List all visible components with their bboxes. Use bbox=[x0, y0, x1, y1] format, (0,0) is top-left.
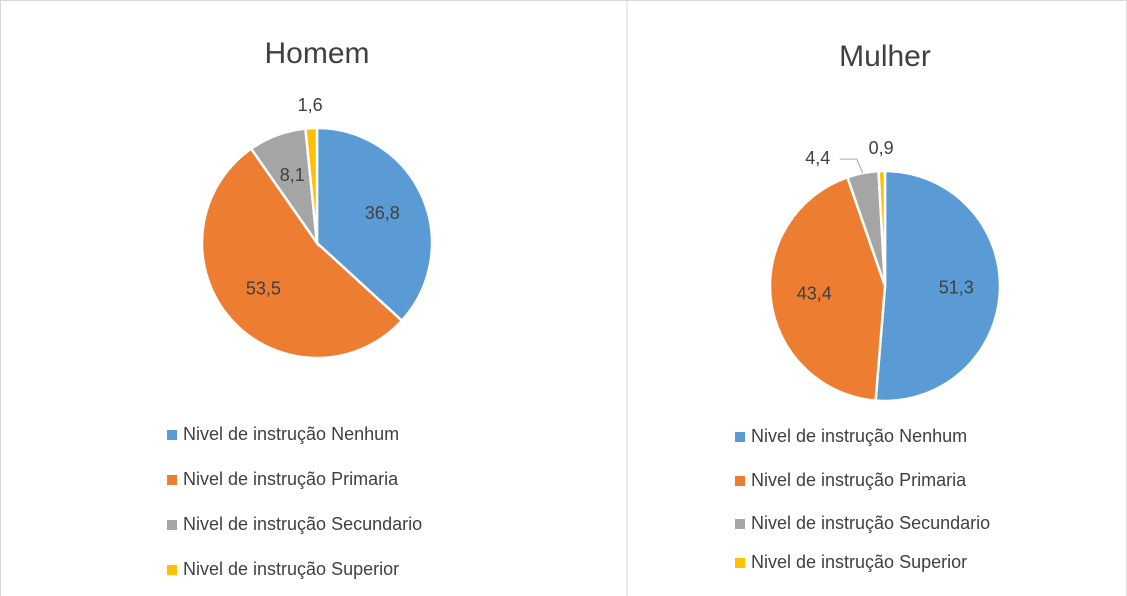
legend-swatch bbox=[167, 520, 177, 530]
legend-swatch bbox=[735, 519, 745, 529]
pie-slice bbox=[315, 126, 434, 323]
legend-swatch bbox=[735, 432, 745, 442]
pie-slice bbox=[200, 146, 404, 360]
leader-line bbox=[839, 158, 864, 174]
legend-swatch bbox=[735, 476, 745, 486]
data-label: 51,3 bbox=[939, 278, 974, 298]
legend-label: Nivel de instrução Superior bbox=[751, 552, 967, 572]
pie-slice bbox=[877, 169, 887, 287]
pie-slice bbox=[768, 175, 887, 402]
data-label: 36,8 bbox=[365, 203, 400, 223]
legend-label: Nivel de instrução Secundario bbox=[183, 514, 422, 534]
legend-swatch bbox=[167, 475, 177, 485]
data-label: 4,4 bbox=[805, 148, 830, 168]
data-label: 53,5 bbox=[246, 279, 281, 299]
legend-swatch bbox=[735, 558, 745, 568]
data-label: 1,6 bbox=[298, 95, 323, 115]
legend-swatch bbox=[167, 565, 177, 575]
chart-title: Homem bbox=[264, 37, 369, 70]
pie-slice bbox=[304, 126, 319, 244]
legend-label: Nivel de instrução Nenhum bbox=[183, 424, 399, 444]
data-label: 43,4 bbox=[797, 284, 832, 304]
legend-swatch bbox=[167, 430, 177, 440]
legend-label: Nivel de instrução Primaria bbox=[751, 470, 967, 490]
data-label: 0,9 bbox=[869, 138, 894, 158]
legend-label: Nivel de instrução Superior bbox=[183, 559, 399, 579]
chart-title: Mulher bbox=[839, 40, 931, 73]
legend-label: Nivel de instrução Primaria bbox=[183, 469, 399, 489]
pie-slice bbox=[874, 169, 1002, 403]
data-label: 8,1 bbox=[280, 165, 305, 185]
legend-label: Nivel de instrução Secundario bbox=[751, 513, 990, 533]
legend-label: Nivel de instrução Nenhum bbox=[751, 426, 967, 446]
